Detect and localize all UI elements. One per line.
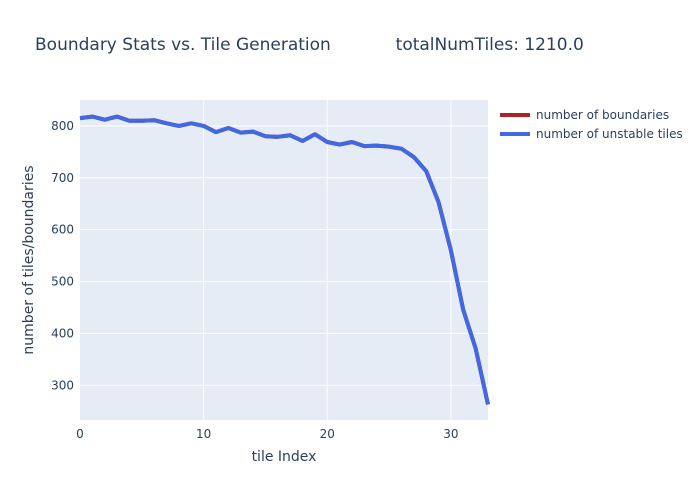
legend[interactable]: number of boundaries number of unstable … bbox=[500, 108, 683, 141]
legend-item-boundaries[interactable]: number of boundaries bbox=[500, 108, 669, 122]
tick-labels: 300 400 500 600 700 800 0 10 20 30 bbox=[51, 119, 458, 441]
legend-label-boundaries: number of boundaries bbox=[536, 108, 669, 122]
grid-lines bbox=[80, 100, 488, 420]
y-tick-label: 300 bbox=[51, 378, 74, 392]
x-axis-label: tile Index bbox=[252, 449, 317, 465]
y-tick-label: 500 bbox=[51, 275, 74, 289]
y-axis-label: number of tiles/boundaries bbox=[21, 165, 37, 354]
series-lines bbox=[79, 114, 490, 405]
y-tick-label: 800 bbox=[51, 119, 74, 133]
y-tick-label: 400 bbox=[51, 326, 74, 340]
y-tick-label: 700 bbox=[51, 171, 74, 185]
legend-item-unstable-tiles[interactable]: number of unstable tiles bbox=[500, 127, 683, 141]
x-tick-label: 20 bbox=[320, 427, 335, 441]
x-tick-label: 0 bbox=[76, 427, 84, 441]
x-tick-label: 10 bbox=[196, 427, 211, 441]
y-tick-label: 600 bbox=[51, 223, 74, 237]
x-tick-label: 30 bbox=[443, 427, 458, 441]
series-line-unstable-tiles[interactable] bbox=[79, 114, 490, 405]
chart-title: Boundary Stats vs. Tile Generation total… bbox=[35, 35, 584, 55]
legend-label-unstable-tiles: number of unstable tiles bbox=[536, 127, 683, 141]
plot-area bbox=[80, 100, 488, 420]
